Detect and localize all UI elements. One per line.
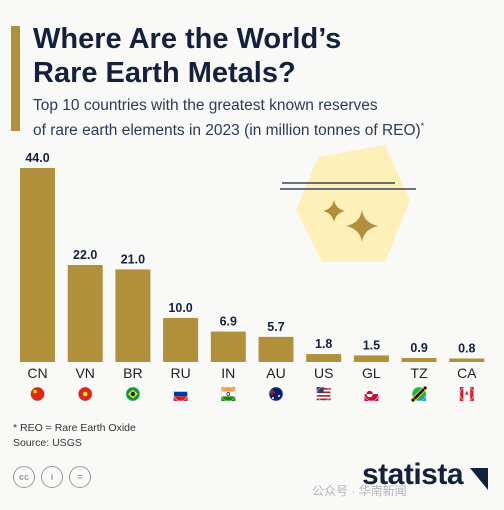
source-note: Source: USGS bbox=[13, 437, 82, 449]
flag-cn-icon bbox=[30, 386, 45, 402]
category-label-br: BR bbox=[123, 365, 142, 381]
flag-ca-icon bbox=[459, 386, 475, 402]
value-label-ru: 10.0 bbox=[168, 301, 192, 315]
chart-title: Where Are the World’s Rare Earth Metals? bbox=[33, 22, 463, 90]
bar-gl bbox=[353, 355, 389, 362]
category-label-vn: VN bbox=[75, 365, 94, 381]
bar-ca bbox=[449, 358, 485, 362]
flag-br-icon bbox=[125, 386, 141, 402]
subtitle-footnote-mark: * bbox=[420, 121, 425, 131]
bar-tz bbox=[401, 358, 437, 362]
flag-gl-icon bbox=[364, 386, 379, 402]
value-label-ca: 0.8 bbox=[458, 341, 475, 355]
category-label-gl: GL bbox=[362, 365, 381, 381]
value-label-au: 5.7 bbox=[267, 320, 284, 334]
category-label-tz: TZ bbox=[411, 365, 429, 381]
flag-tz-icon bbox=[410, 385, 428, 403]
bar-us bbox=[306, 354, 342, 362]
subtitle-line-2: of rare earth elements in 2023 (in milli… bbox=[33, 116, 493, 141]
bar-au bbox=[258, 336, 294, 362]
value-labels-group: 44.0 22.0 21.0 10.0 6.9 5.7 1.8 1.5 0.9 0.8 bbox=[25, 151, 475, 355]
value-label-tz: 0.9 bbox=[410, 341, 427, 355]
bar-br bbox=[115, 269, 151, 362]
category-labels-group: CN VN BR RU IN AU US GL TZ CA bbox=[27, 365, 477, 381]
attribution-icon[interactable]: i bbox=[41, 466, 63, 488]
bars-group bbox=[20, 168, 485, 362]
watermark-text: 公众号 · 华南新闻 bbox=[312, 484, 407, 498]
category-label-au: AU bbox=[266, 365, 285, 381]
flag-au-icon bbox=[268, 386, 284, 402]
flag-us-icon bbox=[316, 386, 332, 402]
cc-icon[interactable]: cc bbox=[13, 466, 35, 488]
value-label-br: 21.0 bbox=[121, 252, 145, 266]
category-label-us: US bbox=[314, 365, 333, 381]
subtitle-line-1: Top 10 countries with the greatest known… bbox=[33, 97, 378, 114]
value-label-cn: 44.0 bbox=[25, 151, 49, 165]
category-label-in: IN bbox=[221, 365, 235, 381]
category-label-cn: CN bbox=[27, 365, 47, 381]
flag-in-icon bbox=[221, 386, 236, 402]
category-label-ca: CA bbox=[457, 365, 477, 381]
license-icons: cc i = bbox=[13, 466, 91, 488]
title-line-2: Rare Earth Metals? bbox=[33, 57, 296, 89]
footnote-reo: * REO = Rare Earth Oxide bbox=[13, 422, 136, 434]
bar-cn bbox=[20, 168, 55, 362]
chart-subtitle: Top 10 countries with the greatest known… bbox=[33, 96, 493, 141]
no-derivatives-icon[interactable]: = bbox=[69, 466, 91, 488]
subtitle-line-2-text: of rare earth elements in 2023 (in milli… bbox=[33, 122, 421, 140]
statista-logo-icon bbox=[470, 468, 488, 490]
statista-logo[interactable]: statista bbox=[362, 458, 464, 491]
bar-ru bbox=[163, 317, 199, 362]
category-label-ru: RU bbox=[170, 365, 190, 381]
flag-vn-icon bbox=[77, 386, 93, 402]
value-label-in: 6.9 bbox=[220, 315, 237, 329]
value-label-gl: 1.5 bbox=[363, 338, 380, 352]
bar-vn bbox=[67, 265, 103, 362]
title-line-1: Where Are the World’s bbox=[33, 23, 342, 55]
accent-bar bbox=[11, 26, 20, 131]
flags-group bbox=[30, 385, 475, 403]
bar-in bbox=[210, 331, 246, 362]
rare-earth-decoration-icon bbox=[280, 145, 416, 262]
value-label-us: 1.8 bbox=[315, 337, 332, 351]
flag-ru-icon bbox=[173, 386, 188, 402]
value-label-vn: 22.0 bbox=[73, 248, 97, 262]
